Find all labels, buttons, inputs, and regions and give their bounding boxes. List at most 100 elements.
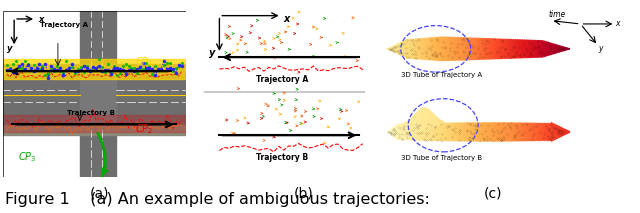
Ellipse shape [438,123,440,141]
Ellipse shape [507,39,509,58]
Ellipse shape [390,47,394,51]
Ellipse shape [429,111,431,128]
Ellipse shape [541,123,544,140]
Ellipse shape [554,125,557,139]
Ellipse shape [470,123,474,141]
Ellipse shape [403,123,406,125]
Ellipse shape [408,124,412,140]
Ellipse shape [490,39,493,59]
Ellipse shape [557,46,561,52]
Point [144,66,154,70]
Ellipse shape [516,40,518,58]
Ellipse shape [412,116,415,127]
Point [52,64,63,68]
Point [106,72,116,75]
Ellipse shape [514,40,517,58]
Ellipse shape [496,39,499,59]
Ellipse shape [427,109,429,129]
Ellipse shape [467,123,470,141]
Ellipse shape [561,128,564,136]
Ellipse shape [492,123,495,141]
Ellipse shape [408,119,412,126]
Ellipse shape [488,123,492,141]
Ellipse shape [477,38,481,59]
Point [31,67,42,71]
Point [109,65,119,68]
Ellipse shape [483,123,486,141]
Ellipse shape [530,40,533,58]
Ellipse shape [460,38,462,60]
Ellipse shape [465,123,468,141]
Ellipse shape [458,123,461,141]
Point [111,66,122,70]
Ellipse shape [461,38,464,60]
Ellipse shape [518,40,520,58]
Ellipse shape [532,123,535,141]
Ellipse shape [441,37,444,61]
Point [40,73,51,77]
Ellipse shape [418,110,420,129]
Ellipse shape [470,38,474,60]
Ellipse shape [445,37,448,60]
Ellipse shape [508,39,511,58]
Ellipse shape [550,43,553,54]
Ellipse shape [440,121,442,124]
Point [102,68,113,72]
Text: (b): (b) [294,187,314,201]
Point [28,69,38,73]
Ellipse shape [523,123,526,141]
Ellipse shape [481,123,484,141]
Point [44,73,54,76]
Bar [3,64,186,74]
Ellipse shape [438,37,440,60]
Ellipse shape [463,38,466,60]
Ellipse shape [525,123,528,141]
Ellipse shape [452,123,455,141]
Point [141,66,152,70]
Ellipse shape [421,124,424,140]
Point [165,66,175,69]
Ellipse shape [530,123,533,141]
Point [73,68,83,71]
Point [126,68,136,72]
Ellipse shape [483,39,486,59]
Point [177,65,187,68]
Ellipse shape [449,37,451,60]
Text: $CP_2$: $CP_2$ [134,122,153,136]
Ellipse shape [405,122,408,125]
Ellipse shape [503,39,506,58]
Ellipse shape [476,38,479,59]
Ellipse shape [497,123,500,141]
Point [67,62,77,66]
Ellipse shape [429,38,431,60]
Ellipse shape [559,46,562,52]
Ellipse shape [501,39,504,59]
Point [135,66,145,69]
Point [61,59,71,63]
Ellipse shape [416,112,419,128]
Ellipse shape [403,40,406,57]
Point [40,62,51,65]
Text: Trajectory B: Trajectory B [255,153,308,162]
Point [88,65,98,69]
Ellipse shape [481,39,484,59]
Point [26,67,36,71]
Ellipse shape [460,123,462,141]
Text: $CP_1$: $CP_1$ [134,55,153,69]
Point [46,64,56,68]
Ellipse shape [447,123,450,141]
Point [82,64,92,67]
Ellipse shape [485,123,488,141]
Ellipse shape [421,108,424,130]
Ellipse shape [550,123,553,141]
Point [4,66,15,69]
Point [49,70,60,73]
Point [17,66,27,70]
Ellipse shape [525,40,528,58]
Ellipse shape [521,123,524,141]
Point [106,71,116,74]
Point [91,67,101,70]
Ellipse shape [407,40,410,58]
Point [138,61,148,64]
Ellipse shape [436,37,439,60]
